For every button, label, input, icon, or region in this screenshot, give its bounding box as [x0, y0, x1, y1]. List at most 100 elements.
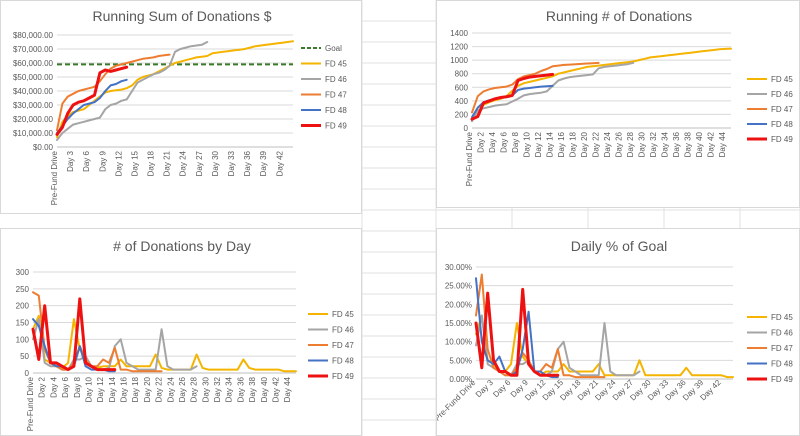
- x-tick-label: Day 32: [649, 131, 658, 157]
- legend-label-fd-48: FD 48: [332, 357, 354, 366]
- x-tick-label: Day 26: [615, 131, 624, 157]
- legend-label-fd-45: FD 45: [771, 75, 793, 84]
- legend-label-fd-47: FD 47: [771, 105, 793, 114]
- y-tick-label: 20.00%: [445, 300, 472, 309]
- x-tick-label: Day 34: [225, 376, 234, 402]
- y-tick-label: 200: [455, 110, 469, 119]
- series-line-fd-48: [56, 78, 128, 134]
- series-line-fd-46: [56, 41, 209, 141]
- y-tick-label: 0.00%: [449, 375, 472, 384]
- x-tick-label: Day 12: [96, 376, 105, 402]
- x-tick-label: Day 40: [695, 131, 704, 157]
- legend-label-fd-46: FD 46: [332, 326, 354, 335]
- y-tick-label: $70,000.00: [13, 45, 54, 54]
- x-tick-label: Day 24: [166, 376, 175, 402]
- x-tick-label: Day 18: [147, 150, 156, 176]
- y-tick-label: $40,000.00: [13, 87, 54, 96]
- x-tick-label: Day 6: [82, 150, 91, 171]
- x-tick-label: Pre-Fund Drive: [50, 150, 59, 205]
- series-line-fd-46: [471, 61, 635, 123]
- legend-label-fd-48: FD 48: [325, 106, 347, 115]
- series-line-fd-49: [31, 297, 117, 372]
- x-tick-label: Day 42: [271, 376, 280, 402]
- legend-label-fd-48: FD 48: [771, 360, 793, 369]
- x-tick-label: Day 42: [707, 131, 716, 157]
- y-tick-label: 0: [464, 124, 469, 133]
- y-tick-label: $10,000.00: [13, 129, 54, 138]
- x-tick-label: Day 16: [557, 131, 566, 157]
- x-tick-label: Day 12: [534, 131, 543, 157]
- x-tick-label: Day 22: [155, 376, 164, 402]
- y-tick-label: 100: [16, 335, 30, 344]
- x-tick-label: Day 2: [38, 376, 47, 397]
- y-tick-label: 5.00%: [449, 356, 472, 365]
- y-tick-label: $50,000.00: [13, 73, 54, 82]
- x-tick-label: Day 20: [143, 376, 152, 402]
- series-line-fd-49: [470, 72, 555, 121]
- chart-running-sum-donations[interactable]: Running Sum of Donations $ $0.00 $10,000.…: [0, 0, 362, 214]
- chart-running-count-donations[interactable]: Running # of Donations 0 200 400 600 800 1000…: [436, 0, 800, 208]
- x-tick-label: Day 36: [672, 131, 681, 157]
- x-tick-label: Day 30: [211, 150, 220, 176]
- x-tick-label: Pre-Fund Drive: [437, 378, 478, 423]
- x-tick-label: Day 4: [49, 376, 58, 397]
- y-tick-label: 50: [20, 352, 29, 361]
- x-tick-label: Day 36: [236, 376, 245, 402]
- chart-title: Running Sum of Donations $: [93, 8, 272, 24]
- x-tick-label: Day 42: [275, 150, 284, 176]
- x-tick-label: Day 44: [283, 376, 292, 402]
- series-line-fd-46: [475, 314, 641, 377]
- x-tick-label: Day 6: [491, 378, 513, 400]
- x-tick-label: Day 28: [190, 376, 199, 402]
- x-tick-label: Day 39: [259, 150, 268, 176]
- x-tick-label: Day 8: [73, 376, 82, 397]
- chart-running-sum-donations-plot: Running Sum of Donations $ $0.00 $10,000.…: [13, 8, 347, 205]
- legend-label-fd-49: FD 49: [771, 375, 793, 384]
- x-tick-label: Day 20: [580, 131, 589, 157]
- series-line-fd-49: [55, 65, 129, 136]
- legend-label-fd-49: FD 49: [325, 122, 347, 131]
- y-tick-label: $30,000.00: [13, 101, 54, 110]
- x-tick-label: Day 4: [488, 131, 497, 152]
- x-tick-label: Day 14: [108, 376, 117, 402]
- y-tick-label: $20,000.00: [13, 115, 54, 124]
- legend-label-fd-45: FD 45: [332, 310, 354, 319]
- y-tick-label: 200: [16, 302, 30, 311]
- x-tick-label: Day 18: [131, 376, 140, 402]
- legend-label-fd-49: FD 49: [771, 135, 793, 144]
- x-tick-label: Day 8: [511, 131, 520, 152]
- y-tick-label: 300: [16, 268, 30, 277]
- x-tick-label: Day 30: [201, 376, 210, 402]
- chart-donations-by-day[interactable]: # of Donations by Day 0 50 100 150 200 250 300…: [0, 228, 362, 436]
- series-line-fd-47: [32, 291, 163, 373]
- y-tick-label: 800: [455, 70, 469, 79]
- y-tick-label: 150: [16, 319, 30, 328]
- x-tick-label: Day 38: [248, 376, 257, 402]
- x-tick-label: Day 40: [260, 376, 269, 402]
- x-tick-label: Day 10: [523, 131, 532, 157]
- legend-label-fd-48: FD 48: [771, 120, 793, 129]
- x-tick-label: Day 3: [474, 378, 496, 400]
- y-tick-label: $80,000.00: [13, 31, 54, 40]
- x-tick-label: Day 28: [626, 131, 635, 157]
- y-tick-label: 15.00%: [445, 319, 472, 328]
- y-tick-label: 250: [16, 285, 30, 294]
- x-tick-label: Day 30: [638, 131, 647, 157]
- chart-daily-percent-goal[interactable]: Daily % of Goal 0.00% 5.00% 10.00% 15.00% 20…: [436, 228, 800, 436]
- y-tick-label: 400: [455, 97, 469, 106]
- series-line-fd-45: [56, 40, 294, 139]
- chart-running-count-donations-plot: Running # of Donations 0 200 400 600 800 1000…: [450, 8, 793, 186]
- y-tick-label: 1200: [450, 43, 468, 52]
- chart-daily-percent-goal-plot: Daily % of Goal 0.00% 5.00% 10.00% 15.00% 20…: [437, 238, 793, 423]
- x-tick-label: Pre-Fund Drive: [465, 131, 474, 186]
- legend-label-fd-45: FD 45: [771, 313, 793, 322]
- legend-label-fd-46: FD 46: [771, 90, 793, 99]
- y-tick-label: $0.00: [33, 143, 54, 152]
- x-tick-label: Day 9: [98, 150, 107, 171]
- x-tick-label: Day 10: [84, 376, 93, 402]
- x-tick-label: Day 24: [603, 131, 612, 157]
- series-line-fd-49: [474, 287, 560, 377]
- y-tick-label: 30.00%: [445, 263, 472, 272]
- x-tick-label: Day 18: [569, 131, 578, 157]
- x-tick-label: Day 34: [661, 131, 670, 157]
